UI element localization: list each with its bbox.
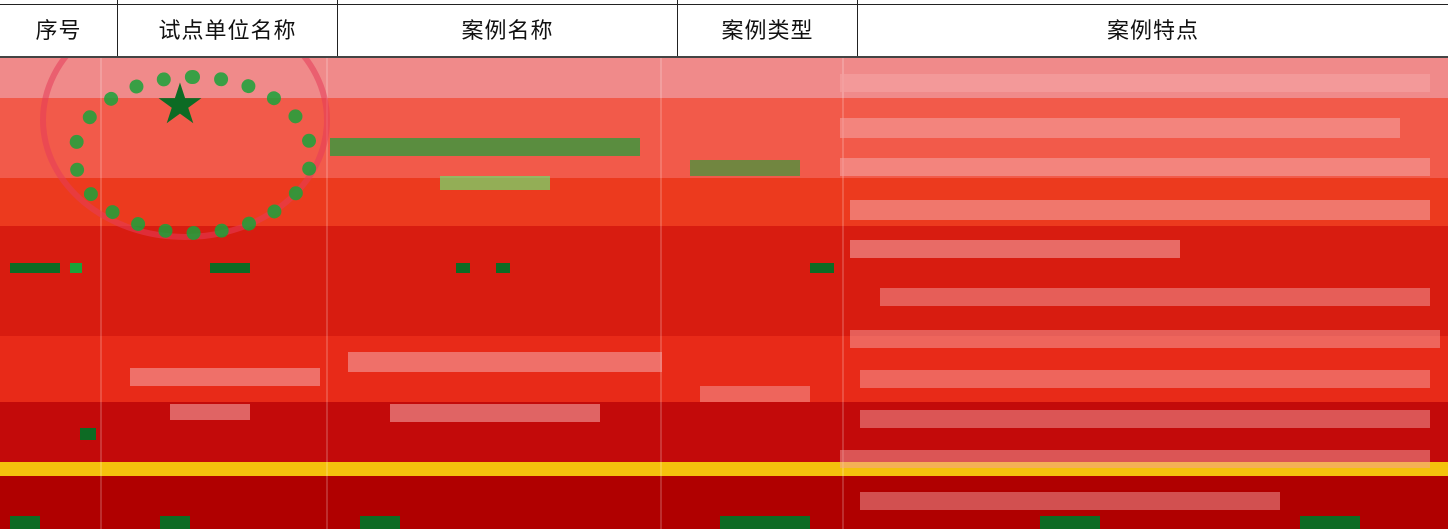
scan-noise [10, 516, 40, 529]
header-top-rule [0, 4, 1448, 5]
scan-noise [840, 158, 1430, 176]
scan-noise [880, 288, 1430, 306]
scan-noise [860, 410, 1430, 428]
scan-noise [850, 200, 1430, 220]
scan-noise [690, 160, 800, 176]
scan-noise [70, 263, 82, 273]
scan-noise [700, 386, 810, 402]
scan-noise [850, 240, 1180, 258]
header-cell-case-features: 案例特点 [858, 0, 1448, 58]
scan-noise [330, 138, 640, 156]
column-rule [100, 58, 102, 529]
column-rule [660, 58, 662, 529]
scan-noise [860, 492, 1280, 510]
scan-noise [160, 516, 190, 529]
scan-noise [496, 263, 510, 273]
scan-noise [210, 263, 250, 273]
scan-noise [840, 118, 1400, 138]
scan-noise [810, 263, 834, 273]
scan-noise [840, 450, 1430, 468]
scan-noise [840, 74, 1430, 92]
header-cell-unit: 试点单位名称 [118, 0, 338, 58]
band-red-1 [0, 226, 1448, 336]
scan-noise [850, 330, 1440, 348]
scan-noise [390, 404, 600, 422]
scan-noise [80, 428, 96, 440]
scan-noise [170, 404, 250, 420]
header-cell-case-type: 案例类型 [678, 0, 858, 58]
scan-noise [1300, 516, 1360, 529]
header-bottom-rule [0, 56, 1448, 58]
scan-noise [860, 370, 1430, 388]
star-icon: ★ [154, 72, 206, 137]
header-cell-case-name: 案例名称 [338, 0, 678, 58]
scan-noise [360, 516, 400, 529]
scan-noise [1040, 516, 1100, 529]
scan-noise [456, 263, 470, 273]
column-rule [842, 58, 844, 529]
scan-noise [440, 176, 550, 190]
scan-noise [10, 263, 60, 273]
scan-noise [720, 516, 810, 529]
scan-noise [348, 352, 662, 372]
header-cell-index: 序号 [0, 0, 118, 58]
scan-noise [130, 368, 320, 386]
column-rule [326, 58, 328, 529]
